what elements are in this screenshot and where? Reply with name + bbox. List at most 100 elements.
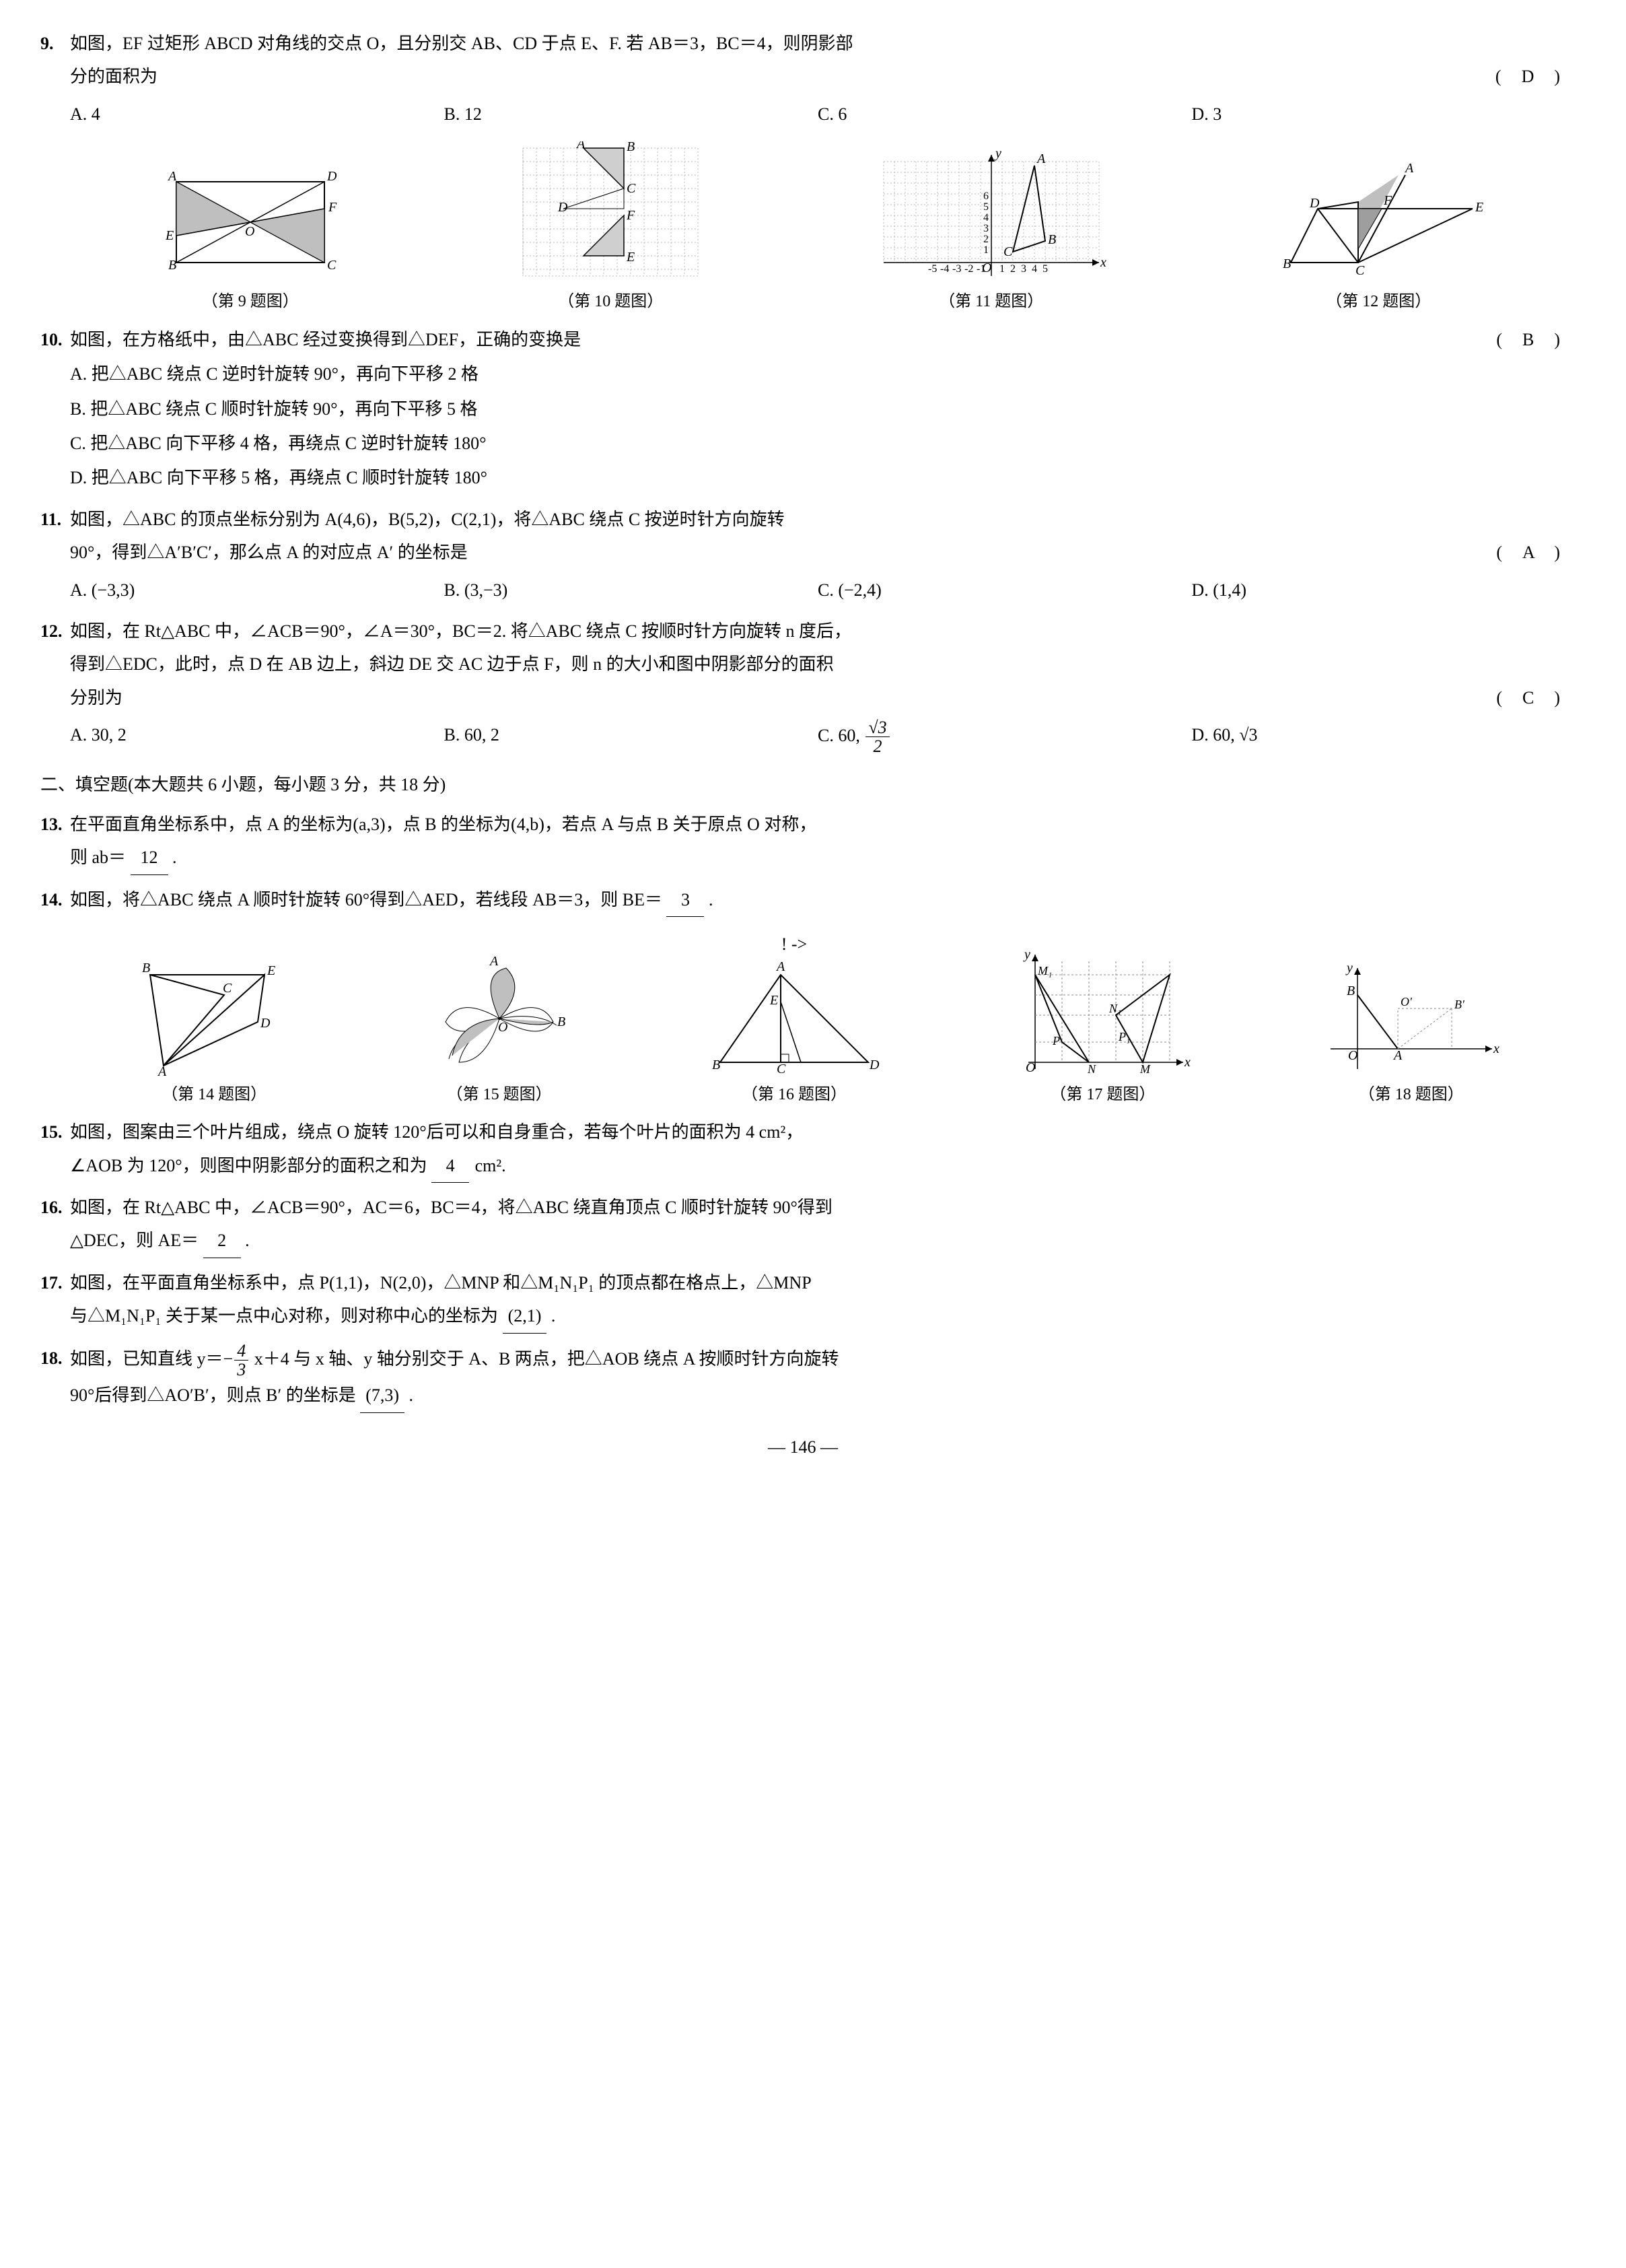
q10-text: 如图，在方格纸中，由△ABC 经过变换得到△DEF，正确的变换是 — [70, 323, 1496, 356]
q13-post: . — [172, 848, 177, 867]
q9-opt-d: D. 3 — [1192, 98, 1566, 131]
svg-text:A: A — [575, 141, 586, 151]
q12-opt-a: A. 30, 2 — [70, 718, 444, 756]
svg-text:C: C — [777, 1062, 786, 1076]
svg-text:E: E — [165, 228, 174, 243]
q17-blank: (2,1) — [503, 1299, 547, 1333]
fig18-caption: （第 18 题图） — [1359, 1080, 1464, 1111]
q12-answer: ( C ) — [1496, 681, 1561, 714]
fig17-caption: （第 17 题图） — [1050, 1080, 1155, 1111]
q18-pre2: 90°后得到△AO′B′，则点 B′ 的坐标是 — [70, 1385, 356, 1405]
q10-opt-b: B. 把△ABC 绕点 C 顺时针旋转 90°，再向下平移 5 格 — [70, 392, 1565, 425]
question-15: 15. 如图，图案由三个叶片组成，绕点 O 旋转 120°后可以和自身重合，若每… — [40, 1115, 1565, 1183]
figure-12: A B C D E F （第 12 题图） — [1271, 162, 1486, 318]
q11-num: 11. — [40, 503, 70, 536]
question-18: 18. 如图，已知直线 y＝−43 x＋4 与 x 轴、y 轴分别交于 A、B … — [40, 1342, 1565, 1413]
q12-opt-c: C. 60, √32 — [818, 718, 1192, 756]
svg-text:5: 5 — [1042, 263, 1048, 275]
question-10: 10. 如图，在方格纸中，由△ABC 经过变换得到△DEF，正确的变换是 ( B… — [40, 323, 1565, 495]
q12-c-den: 2 — [865, 737, 889, 755]
q10-answer: ( B ) — [1496, 323, 1561, 356]
svg-text:M₁: M₁ — [1037, 964, 1052, 977]
question-11: 11. 如图，△ABC 的顶点坐标分别为 A(4,6)，B(5,2)，C(2,1… — [40, 503, 1565, 607]
q17-post: . — [551, 1306, 556, 1326]
svg-text:F: F — [328, 200, 337, 215]
svg-text:-4: -4 — [940, 263, 949, 275]
q14-pre: 如图，将△ABC 绕点 A 顺时针旋转 60°得到△AED，若线段 AB＝3，则… — [70, 890, 662, 909]
fig10-caption: （第 10 题图） — [558, 287, 663, 318]
svg-text:O: O — [1026, 1060, 1035, 1075]
q15-num: 15. — [40, 1115, 70, 1148]
q11-text: 如图，△ABC 的顶点坐标分别为 A(4,6)，B(5,2)，C(2,1)，将△… — [70, 503, 1565, 536]
q13-pre: 则 ab＝ — [70, 848, 126, 867]
q15-pre: ∠AOB 为 120°，则图中阴影部分的面积之和为 — [70, 1156, 427, 1175]
q11-text2: 90°，得到△A′B′C′，那么点 A 的对应点 A′ 的坐标是 — [70, 543, 468, 562]
svg-text:E: E — [626, 250, 635, 265]
q9-opt-b: B. 12 — [444, 98, 818, 131]
q16-blank: 2 — [203, 1224, 241, 1258]
svg-text:-1: -1 — [977, 263, 985, 275]
q10-num: 10. — [40, 323, 70, 356]
svg-text:B: B — [627, 141, 635, 154]
q18-sign: − — [223, 1348, 234, 1368]
svg-text:D: D — [1309, 196, 1320, 211]
svg-text:B′: B′ — [1454, 998, 1465, 1011]
question-16: 16. 如图，在 Rt△ABC 中，∠ACB＝90°，AC＝6，BC＝4，将△A… — [40, 1191, 1565, 1258]
q11-opt-b: B. (3,−3) — [444, 574, 818, 607]
svg-text:x: x — [1100, 255, 1106, 270]
svg-text:3: 3 — [1021, 263, 1026, 275]
q18-post: . — [409, 1385, 414, 1405]
svg-text:F: F — [626, 208, 635, 223]
svg-text:P₁: P₁ — [1118, 1030, 1130, 1043]
svg-text:x: x — [1184, 1055, 1191, 1070]
svg-text:M: M — [1139, 1062, 1151, 1076]
svg-text:5: 5 — [983, 201, 989, 213]
q15-text: 如图，图案由三个叶片组成，绕点 O 旋转 120°后可以和自身重合，若每个叶片的… — [70, 1115, 1565, 1148]
q12-c-num: √3 — [865, 718, 889, 737]
q10-opt-a: A. 把△ABC 绕点 C 逆时针旋转 90°，再向下平移 2 格 — [70, 357, 1565, 390]
svg-text:2: 2 — [1010, 263, 1016, 275]
q9-text2: 分的面积为 — [70, 67, 157, 86]
svg-text:C: C — [327, 258, 337, 273]
q12-d-pre: D. 60, — [1192, 725, 1240, 745]
q16-pre: △DEC，则 AE＝ — [70, 1231, 199, 1250]
fig16-caption: （第 16 题图） — [742, 1080, 847, 1111]
q18-fnum: 4 — [234, 1342, 248, 1361]
figure-11: x y A B C O 123 45 -1-2-3 -4-5 123 456 （… — [870, 148, 1112, 318]
svg-text:D: D — [260, 1016, 271, 1031]
figures-row-2: B E C D A （第 14 题图） A B O （第 15 题图） ! -> — [70, 928, 1565, 1110]
q9-options: A. 4 B. 12 C. 6 D. 3 — [70, 98, 1565, 131]
q12-opt-b: B. 60, 2 — [444, 718, 818, 756]
q16-text: 如图，在 Rt△ABC 中，∠ACB＝90°，AC＝6，BC＝4，将△ABC 绕… — [70, 1191, 1565, 1224]
figure-15: A B O （第 15 题图） — [419, 955, 580, 1111]
svg-text:A: A — [157, 1064, 167, 1076]
svg-text:x: x — [1493, 1041, 1499, 1056]
question-12: 12. 如图，在 Rt△ABC 中，∠ACB＝90°，∠A＝30°，BC＝2. … — [40, 615, 1565, 756]
q17-text: 如图，在平面直角坐标系中，点 P(1,1)，N(2,0)，△MNP 和△M₁N₁… — [70, 1266, 1565, 1299]
svg-text:A: A — [489, 955, 499, 969]
fig14-caption: （第 14 题图） — [162, 1080, 267, 1111]
q13-num: 13. — [40, 808, 70, 841]
fig11-caption: （第 11 题图） — [939, 287, 1043, 318]
q9-text: 如图，EF 过矩形 ABCD 对角线的交点 O，且分别交 AB、CD 于点 E、… — [70, 27, 1565, 60]
section-2-title: 二、填空题(本大题共 6 小题，每小题 3 分，共 18 分) — [40, 768, 1565, 801]
q12-text3: 分别为 — [70, 688, 122, 708]
q18-fden: 3 — [234, 1361, 248, 1379]
svg-text:A: A — [167, 169, 177, 184]
q10-opt-c: C. 把△ABC 向下平移 4 格，再绕点 C 逆时针旋转 180° — [70, 427, 1565, 460]
question-17: 17. 如图，在平面直角坐标系中，点 P(1,1)，N(2,0)，△MNP 和△… — [40, 1266, 1565, 1334]
svg-text:-3: -3 — [952, 263, 961, 275]
svg-text:E: E — [267, 963, 275, 978]
question-13: 13. 在平面直角坐标系中，点 A 的坐标为(a,3)，点 B 的坐标为(4,b… — [40, 808, 1565, 875]
fig15-caption: （第 15 题图） — [447, 1080, 552, 1111]
svg-text:y: y — [994, 148, 1001, 161]
page-number: — 146 — — [40, 1431, 1565, 1464]
svg-text:N: N — [1087, 1062, 1096, 1076]
svg-text:F: F — [1383, 193, 1392, 208]
svg-text:1: 1 — [983, 244, 989, 256]
q18-blank: (7,3) — [360, 1379, 404, 1412]
q9-opt-c: C. 6 — [818, 98, 1192, 131]
svg-text:y: y — [1345, 961, 1353, 975]
svg-text:B: B — [1048, 232, 1056, 247]
figure-16: ! -> A B C D E （第 16 题图） — [700, 928, 888, 1110]
